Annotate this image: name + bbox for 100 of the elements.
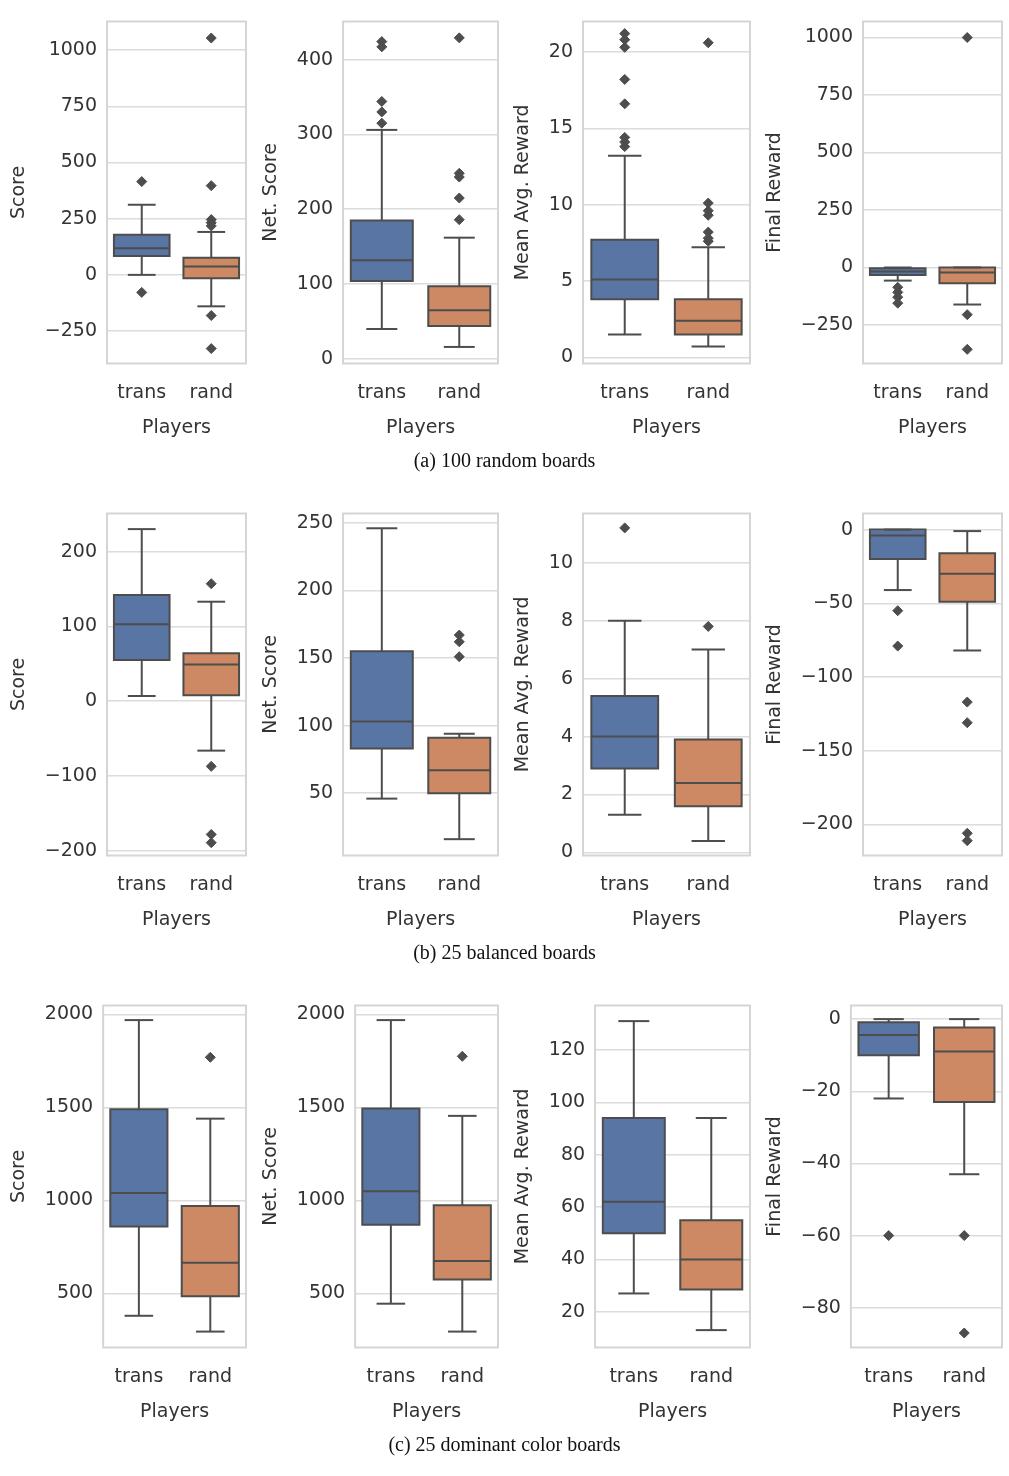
x-axis-title: Players	[631, 906, 701, 929]
y-tick-label: 100	[296, 712, 334, 735]
y-axis-title: Final Reward	[762, 132, 785, 253]
y-tick-label: 500	[60, 149, 97, 172]
y-tick-label: 1500	[44, 1094, 94, 1117]
y-tick-label: −200	[44, 837, 97, 860]
y-tick-label: −250	[44, 317, 97, 340]
x-tick-label: trans	[600, 379, 650, 402]
x-axis-title: Players	[897, 414, 968, 437]
y-tick-label: 50	[308, 780, 334, 803]
x-axis-title: Players	[638, 1398, 708, 1421]
y-tick-label: −200	[800, 811, 853, 834]
y-axis-title: Net. Score	[258, 1127, 281, 1226]
y-tick-label: 500	[816, 139, 853, 162]
y-tick-label: 200	[60, 538, 97, 561]
x-tick-label: trans	[114, 1363, 164, 1386]
y-tick-label: 750	[816, 81, 853, 104]
y-tick-label: −50	[812, 590, 853, 613]
x-tick-label: rand	[188, 1363, 233, 1386]
y-tick-label: 1000	[296, 1187, 346, 1210]
y-tick-label: 20	[560, 1298, 586, 1321]
x-tick-label: trans	[600, 871, 650, 894]
y-axis-title: Score	[6, 1149, 29, 1204]
x-tick-label: rand	[437, 379, 482, 402]
text: (a) 100 random boards	[412, 448, 597, 474]
y-axis-title: Score	[6, 657, 29, 712]
y-axis-title: Mean Avg. Reward	[510, 596, 533, 773]
y-tick-label: 200	[296, 196, 334, 219]
x-tick-label: rand	[686, 871, 731, 894]
y-tick-label: 1000	[804, 24, 853, 47]
y-tick-label: −100	[800, 663, 853, 686]
y-tick-label: 2000	[296, 1001, 346, 1024]
y-tick-label: 8	[560, 607, 573, 630]
y-axis-title: Score	[6, 165, 29, 220]
y-tick-label: 6	[560, 665, 573, 688]
x-axis-title: Players	[897, 906, 968, 929]
y-tick-label: 5	[560, 267, 573, 290]
x-tick-label: rand	[689, 1363, 734, 1386]
y-tick-label: 0	[84, 261, 97, 284]
y-tick-label: −150	[800, 737, 853, 760]
y-tick-label: 250	[816, 196, 853, 219]
y-tick-label: 0	[560, 344, 573, 367]
y-tick-label: 2	[560, 781, 573, 804]
y-tick-label: 0	[560, 839, 573, 862]
y-tick-label: −20	[800, 1078, 841, 1101]
x-tick-label: rand	[942, 1363, 987, 1386]
y-tick-label: 0	[828, 1006, 841, 1029]
y-tick-label: 0	[84, 688, 97, 711]
x-axis-title: Players	[141, 906, 212, 929]
x-tick-label: trans	[873, 871, 923, 894]
y-tick-label: 0	[320, 345, 334, 368]
text: (b) 25 balanced boards	[412, 940, 597, 966]
x-tick-label: rand	[189, 379, 234, 402]
y-tick-label: 300	[296, 121, 334, 144]
y-tick-label: 500	[308, 1280, 346, 1303]
x-tick-label: trans	[609, 1363, 659, 1386]
y-tick-label: 1000	[44, 1187, 94, 1210]
x-axis-title: Players	[386, 906, 456, 929]
x-tick-label: rand	[437, 871, 482, 894]
x-axis-title: Players	[386, 414, 456, 437]
x-tick-label: trans	[357, 379, 407, 402]
y-tick-label: 100	[548, 1089, 586, 1112]
y-tick-label: 15	[548, 115, 573, 138]
y-tick-label: 100	[60, 613, 97, 636]
x-tick-label: rand	[686, 379, 731, 402]
x-tick-label: trans	[117, 379, 167, 402]
y-tick-label: 100	[296, 271, 334, 294]
y-axis-title: Net. Score	[258, 143, 281, 242]
y-tick-label: 750	[60, 93, 97, 116]
x-axis-title: Players	[392, 1398, 462, 1421]
y-tick-label: 200	[296, 577, 334, 600]
y-tick-label: −100	[44, 763, 97, 786]
y-tick-label: 150	[296, 644, 334, 667]
y-tick-label: 2000	[44, 1001, 94, 1024]
x-tick-label: trans	[873, 379, 923, 402]
y-tick-label: 1000	[48, 37, 97, 60]
y-tick-label: 1500	[296, 1094, 346, 1117]
x-tick-label: trans	[864, 1363, 914, 1386]
text: (c) 25 dominant color boards	[387, 1432, 622, 1458]
y-tick-label: −40	[800, 1150, 841, 1173]
x-tick-label: trans	[357, 871, 407, 894]
y-tick-label: 0	[840, 254, 853, 277]
y-tick-label: −250	[800, 311, 853, 334]
y-tick-label: 4	[560, 723, 573, 746]
x-axis-title: Players	[631, 414, 701, 437]
x-axis-title: Players	[141, 414, 212, 437]
x-tick-label: trans	[117, 871, 167, 894]
y-axis-title: Final Reward	[762, 1116, 785, 1237]
y-tick-label: 500	[56, 1280, 94, 1303]
y-axis-title: Final Reward	[762, 624, 785, 745]
x-tick-label: rand	[189, 871, 234, 894]
y-tick-label: 400	[296, 46, 334, 69]
y-tick-label: −60	[800, 1222, 841, 1245]
x-tick-label: rand	[945, 379, 990, 402]
y-tick-label: 0	[840, 516, 853, 539]
y-tick-label: 20	[548, 38, 573, 61]
y-axis-title: Net. Score	[258, 635, 281, 734]
y-tick-label: 10	[548, 191, 573, 214]
y-tick-label: 80	[560, 1141, 586, 1164]
y-axis-title: Mean Avg. Reward	[510, 104, 533, 281]
